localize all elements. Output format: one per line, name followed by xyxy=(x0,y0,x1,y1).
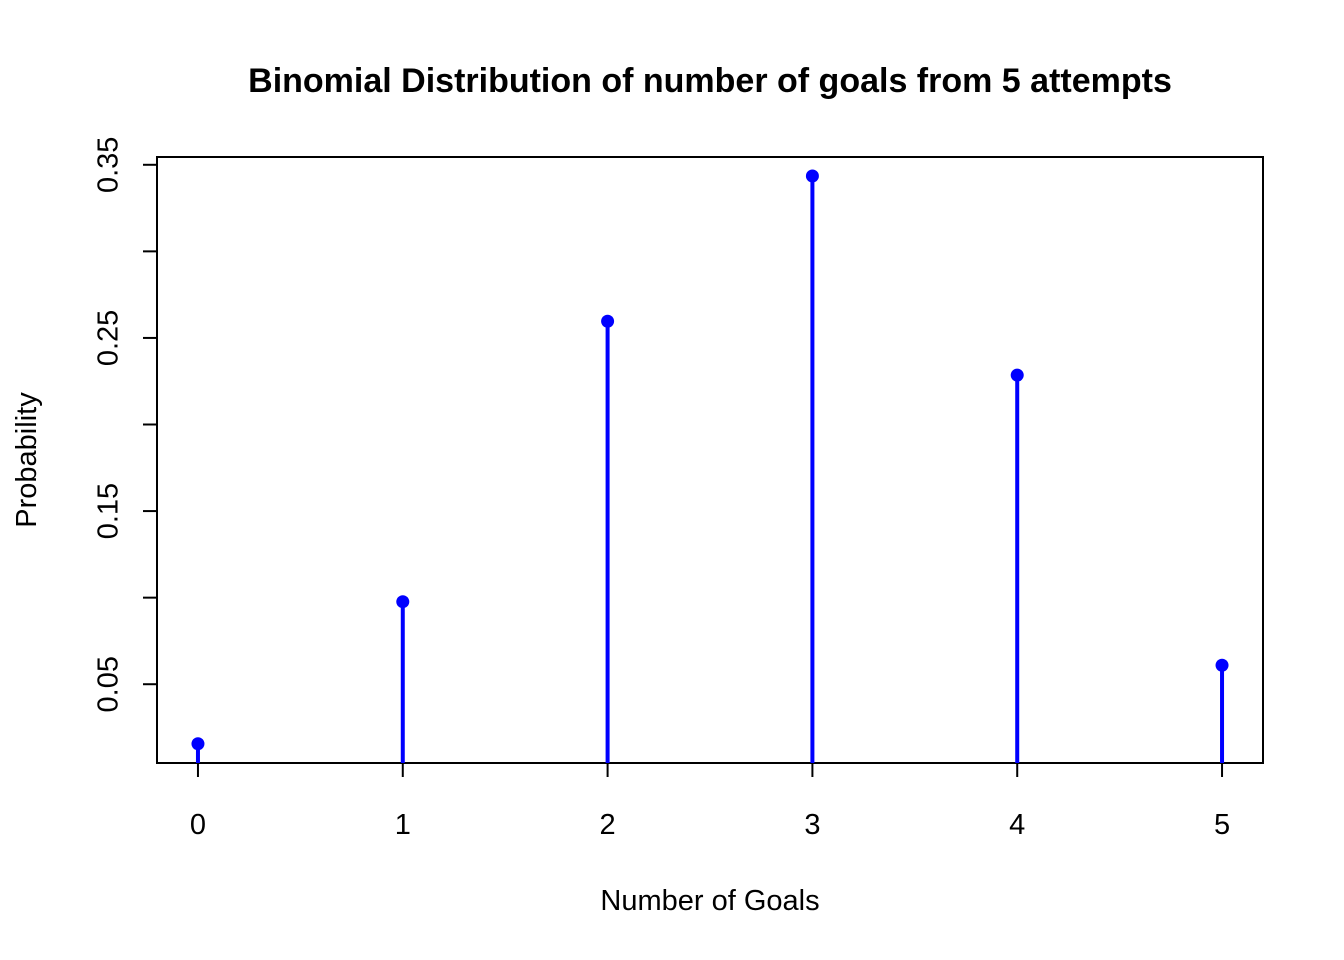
y-axis: 0.05 0.15 0.25 0.35 xyxy=(93,137,158,712)
stem-series xyxy=(191,169,1229,763)
y-tick-label: 0.25 xyxy=(93,310,125,366)
y-tick-label: 0.05 xyxy=(93,656,125,712)
stem-point xyxy=(805,169,819,183)
stem-point xyxy=(601,314,615,328)
stem-point xyxy=(396,595,410,609)
x-tick-label: 5 xyxy=(1214,809,1230,841)
y-tick-label: 0.35 xyxy=(93,137,125,193)
x-axis-label: Number of Goals xyxy=(600,885,819,917)
y-axis-label: Probability xyxy=(11,392,43,528)
x-tick-label: 3 xyxy=(804,809,820,841)
plot-area-frame xyxy=(156,156,1264,764)
x-tick-label: 2 xyxy=(600,809,616,841)
x-tick-label: 1 xyxy=(395,809,411,841)
y-tick-label: 0.15 xyxy=(93,483,125,539)
stem-point xyxy=(191,737,205,751)
chart-title: Binomial Distribution of number of goals… xyxy=(248,62,1172,100)
x-tick-label: 4 xyxy=(1009,809,1025,841)
stem-point xyxy=(1215,658,1229,672)
x-axis: 0 1 2 3 4 5 xyxy=(190,762,1230,841)
stem-point xyxy=(1010,368,1024,382)
x-tick-label: 0 xyxy=(190,809,206,841)
